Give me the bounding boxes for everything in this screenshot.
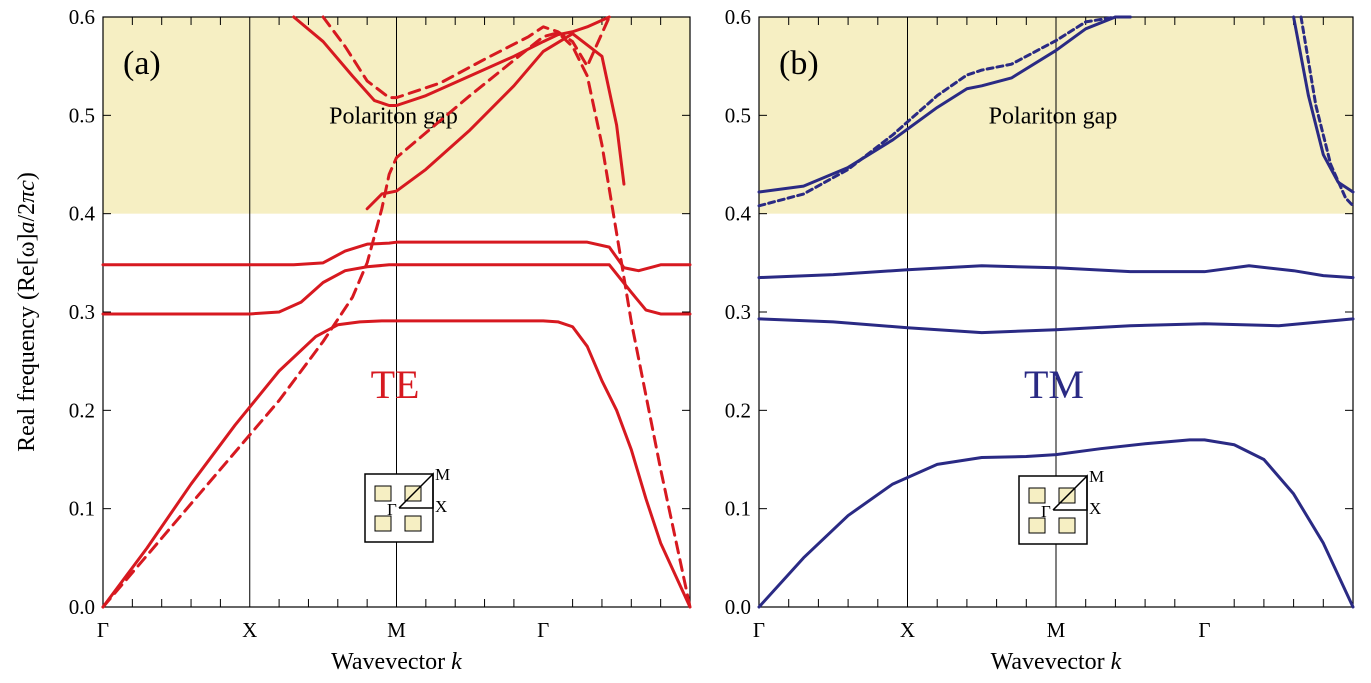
panel-tag: (b) — [779, 45, 819, 82]
band-curve — [1292, 15, 1355, 194]
band-curve — [757, 15, 1132, 194]
inset-scatterer — [404, 515, 422, 532]
x-tick-label: Γ — [537, 618, 549, 642]
inset-scatterer — [1028, 517, 1046, 534]
band-curve — [365, 32, 626, 211]
x-tick-label: Γ — [97, 618, 109, 642]
inset-m-label: M — [435, 465, 450, 484]
inset-m-label: M — [1089, 467, 1104, 486]
band-curve — [292, 15, 611, 107]
y-tick-label: 0.5 — [725, 103, 751, 127]
band-curve — [101, 319, 692, 609]
band-curve-dashed — [1299, 15, 1355, 208]
y-tick-label: 0.4 — [725, 202, 752, 226]
x-tick-label: X — [242, 618, 257, 642]
x-tick-label: M — [1047, 618, 1066, 642]
y-axis-title-part: /2 — [14, 203, 40, 222]
y-tick-label: 0.3 — [725, 300, 751, 324]
y-tick-label: 0.6 — [725, 5, 751, 29]
y-tick-label: 0.3 — [69, 300, 95, 324]
inset-gamma-label: Γ — [1041, 502, 1051, 521]
inset-scatterer — [374, 515, 392, 532]
inset-irreducible-zone — [1052, 474, 1088, 511]
y-tick-label: 0.6 — [69, 5, 95, 29]
y-tick-label: 0.4 — [69, 202, 96, 226]
y-tick-label: 0.0 — [69, 595, 95, 619]
y-tick-label: 0.1 — [725, 497, 751, 521]
band-curve-dashed — [321, 15, 611, 100]
polarization-label: TE — [371, 362, 420, 407]
x-axis-title: Wavevector k — [331, 649, 462, 675]
y-tick-label: 0.2 — [69, 398, 95, 422]
y-tick-label: 0.1 — [69, 497, 95, 521]
inset-x-label: X — [435, 497, 447, 516]
band-curve — [101, 240, 692, 273]
panel-tag: (a) — [123, 45, 161, 82]
x-tick-label: X — [900, 618, 915, 642]
band-curve — [101, 263, 692, 316]
band-curve — [757, 264, 1355, 280]
band-curve — [757, 438, 1355, 609]
inset-x-label: X — [1089, 499, 1101, 518]
y-axis-title: Real frequency (Re[ω]a/2πc) — [14, 172, 40, 452]
x-tick-label: Γ — [753, 618, 765, 642]
y-tick-label: 0.0 — [725, 595, 751, 619]
y-tick-label: 0.5 — [69, 103, 95, 127]
polariton-gap-label: Polariton gap — [329, 103, 458, 129]
y-axis-title-part: πc — [14, 180, 40, 203]
inset-irreducible-zone — [398, 472, 434, 509]
brillouin-zone-inset: Γ XM — [364, 465, 450, 543]
x-axis-title: Wavevector k — [991, 649, 1122, 675]
polarization-label: TM — [1024, 362, 1084, 407]
polariton-gap-label: Polariton gap — [989, 103, 1118, 129]
x-tick-label: Γ — [1198, 618, 1210, 642]
band-curve-dashed — [101, 31, 692, 609]
inset-scatterer — [1058, 517, 1076, 534]
band-curve — [757, 317, 1355, 335]
y-tick-label: 0.2 — [725, 398, 751, 422]
y-axis-title-part: Real frequency (Re[ω] — [14, 234, 40, 452]
y-axis-title-part: a — [14, 222, 40, 234]
inset-scatterer — [374, 485, 392, 502]
band-curve-dashed — [757, 15, 1132, 208]
brillouin-zone-inset: Γ XM — [1018, 467, 1104, 545]
inset-gamma-label: Γ — [387, 500, 397, 519]
x-tick-label: M — [387, 618, 406, 642]
y-axis-title-part: ) — [14, 172, 40, 180]
inset-scatterer — [1028, 487, 1046, 504]
